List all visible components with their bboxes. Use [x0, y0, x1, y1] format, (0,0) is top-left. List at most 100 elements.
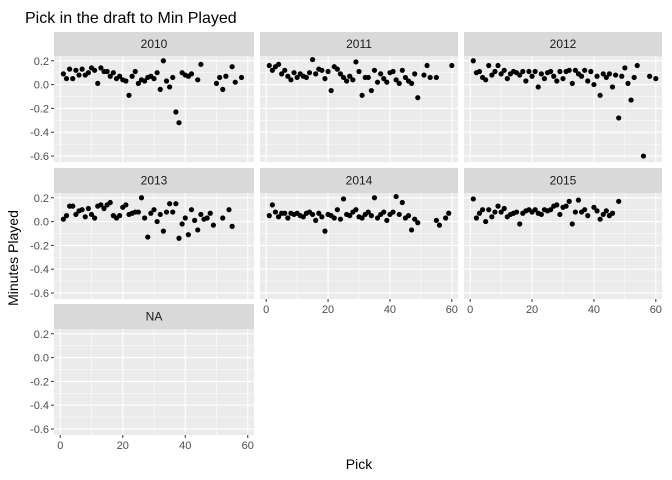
facet-grid: 2010 -0.6 -0.4 -0.2 0.0 0.2 2011 2012 2013 -0.6 -0… — [30, 32, 662, 452]
y-tick-label: -0.2 — [30, 240, 49, 252]
y-tick-label: -0.6 — [30, 288, 49, 300]
data-point — [479, 207, 486, 213]
data-point — [148, 210, 154, 216]
y-tick-label: -0.6 — [30, 424, 49, 436]
data-point — [88, 211, 95, 218]
data-point — [572, 67, 578, 73]
data-point — [163, 209, 170, 215]
data-point — [554, 202, 560, 208]
data-point — [498, 71, 504, 77]
data-point — [640, 153, 647, 159]
data-point — [167, 84, 173, 90]
facet-2011: 2011 — [260, 32, 458, 162]
data-point — [631, 74, 637, 81]
facet-NA: NA -0.6 -0.4 -0.2 0.0 0.2 0 20 40 60 — [30, 304, 254, 452]
data-point — [98, 202, 104, 208]
data-point — [229, 223, 235, 229]
data-point — [85, 70, 91, 76]
data-point — [151, 207, 157, 213]
data-point — [160, 58, 166, 64]
data-point — [492, 68, 498, 75]
data-point — [578, 73, 585, 79]
data-point — [163, 78, 170, 84]
x-tick-label: 40 — [588, 304, 600, 316]
data-point — [160, 228, 166, 234]
y-tick-label: -0.2 — [30, 376, 49, 388]
data-point — [316, 210, 322, 216]
data-point — [526, 68, 532, 75]
data-point — [517, 72, 523, 78]
data-point — [374, 215, 381, 221]
data-point — [334, 66, 340, 72]
x-tick-label: 20 — [117, 440, 129, 452]
data-point — [563, 203, 569, 209]
x-tick-label: 20 — [526, 304, 538, 316]
data-point — [70, 76, 76, 82]
data-point — [331, 215, 337, 221]
facet-strip — [54, 304, 254, 329]
data-point — [393, 193, 399, 200]
data-point — [554, 78, 560, 84]
data-point — [92, 215, 98, 221]
data-point — [582, 207, 588, 213]
data-point — [390, 68, 396, 75]
y-tick-label: -0.4 — [30, 400, 49, 412]
data-point — [436, 222, 443, 228]
data-point — [476, 68, 483, 75]
data-point — [350, 77, 356, 83]
data-point — [433, 217, 439, 223]
data-point — [378, 71, 384, 77]
data-point — [384, 217, 390, 223]
data-point — [381, 209, 387, 215]
data-point — [513, 209, 520, 215]
data-point — [145, 234, 151, 240]
data-point — [313, 217, 319, 223]
data-point — [495, 62, 501, 69]
data-point — [188, 71, 195, 77]
x-tick-label: 0 — [263, 304, 269, 316]
facet-strip-label: 2012 — [550, 37, 577, 51]
data-point — [476, 210, 483, 216]
data-point — [76, 72, 82, 78]
x-tick-label: 40 — [384, 304, 396, 316]
data-point — [138, 195, 145, 201]
facet-strip-label: 2014 — [346, 174, 373, 188]
data-point — [309, 211, 316, 218]
data-point — [101, 205, 107, 212]
data-point — [532, 68, 538, 75]
data-point — [483, 77, 489, 83]
data-point — [569, 80, 575, 86]
data-point — [501, 205, 507, 212]
data-point — [384, 79, 390, 85]
data-point — [523, 78, 529, 84]
data-point — [446, 210, 452, 216]
data-point — [79, 207, 85, 213]
data-point — [569, 221, 575, 227]
data-point — [82, 214, 88, 220]
data-point — [300, 214, 306, 220]
x-tick-label: 0 — [57, 440, 63, 452]
data-point — [344, 78, 350, 84]
data-point — [328, 87, 334, 94]
data-point — [585, 213, 591, 219]
data-point — [185, 232, 191, 238]
data-point — [198, 61, 204, 67]
data-point — [195, 227, 201, 233]
data-point — [443, 215, 449, 221]
data-point — [582, 67, 588, 73]
data-point — [85, 205, 91, 212]
data-point — [538, 71, 544, 77]
data-point — [303, 74, 310, 81]
data-point — [157, 86, 163, 92]
data-point — [60, 216, 66, 222]
data-point — [325, 68, 331, 75]
data-point — [217, 74, 223, 81]
data-point — [117, 213, 123, 219]
data-point — [322, 76, 328, 82]
x-tick-label: 0 — [467, 304, 473, 316]
data-point — [294, 74, 300, 81]
facet-strip — [464, 32, 662, 56]
data-point — [603, 208, 609, 214]
data-point — [285, 73, 291, 79]
